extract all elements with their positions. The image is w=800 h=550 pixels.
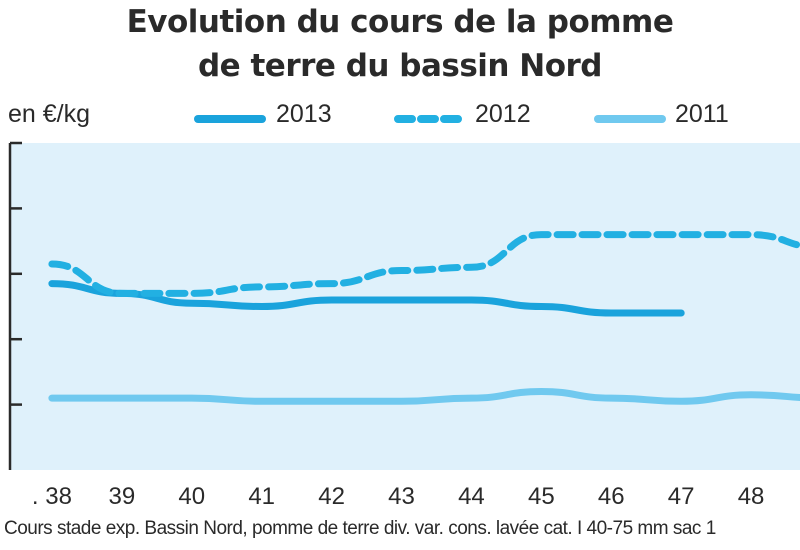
x-tick-label-7: 45 [528, 483, 555, 510]
x-tick-label-8: 46 [598, 483, 625, 510]
chart-title-line-2: de terre du bassin Nord [197, 48, 603, 84]
legend-label-2012: 2012 [475, 100, 531, 128]
x-tick-label-0: . 38 [32, 483, 72, 510]
legend-label-2011: 2011 [675, 100, 729, 128]
x-tick-label-1: 39 [109, 483, 136, 510]
chart-title-line-1: Evolution du cours de la pomme [126, 4, 674, 40]
x-tick-label-4: 42 [318, 483, 345, 510]
x-tick-label-3: 41 [248, 483, 275, 510]
price-line-chart: . 38 39 40 41 42 43 44 45 46 47 48 [8, 115, 800, 510]
x-tick-label-10: 48 [738, 483, 765, 510]
x-tick-label-6: 44 [458, 483, 485, 510]
x-tick-label-2: 40 [178, 483, 205, 510]
legend-label-2013: 2013 [276, 100, 332, 128]
x-tick-label-9: 47 [668, 483, 695, 510]
x-tick-label-5: 43 [388, 483, 415, 510]
series-line-2012 [48, 231, 800, 297]
series-line-2013 [48, 280, 685, 317]
chart-footnote: Cours stade exp. Bassin Nord, pomme de t… [4, 518, 716, 539]
series-line-2011 [48, 388, 800, 405]
plot-area-background [10, 143, 800, 470]
y-axis-unit-label: en €/kg [8, 100, 91, 128]
